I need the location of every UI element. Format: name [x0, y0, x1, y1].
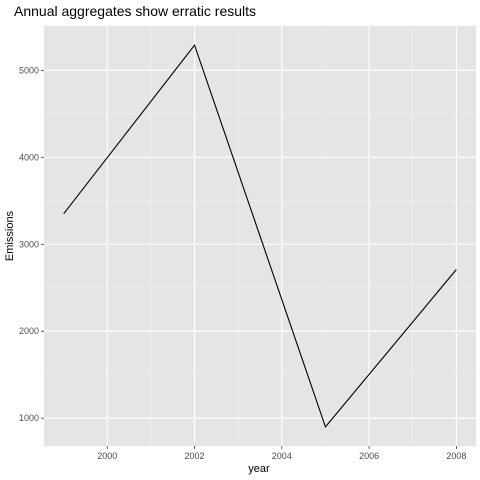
y-tick-label: 2000	[19, 326, 39, 336]
x-tick-label: 2006	[359, 451, 379, 461]
y-axis-ticks: 1000 2000 3000 4000 5000	[19, 65, 44, 423]
y-tick-label: 4000	[19, 152, 39, 162]
y-tick-label: 3000	[19, 239, 39, 249]
y-axis-title: Emissions	[4, 210, 16, 261]
minor-gridlines	[44, 26, 476, 446]
major-gridlines	[44, 26, 476, 446]
x-tick-label: 2008	[446, 451, 466, 461]
x-axis-title: year	[248, 463, 270, 475]
y-tick-label: 1000	[19, 413, 39, 423]
chart-title: Annual aggregates show erratic results	[14, 3, 256, 19]
x-axis-ticks: 2000 2002 2004 2006 2008	[97, 446, 466, 461]
x-tick-label: 2000	[97, 451, 117, 461]
y-tick-label: 5000	[19, 65, 39, 75]
emissions-series-line	[63, 43, 457, 428]
x-tick-label: 2002	[185, 451, 205, 461]
x-tick-label: 2004	[272, 451, 292, 461]
